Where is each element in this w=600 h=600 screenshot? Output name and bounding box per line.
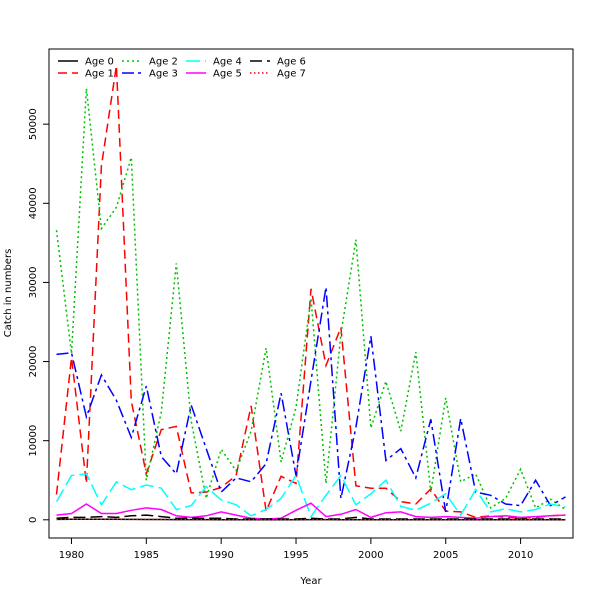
x-tick-label: 2005 xyxy=(433,550,458,561)
x-tick-label: 1995 xyxy=(283,550,308,561)
y-tick-label: 50000 xyxy=(28,108,39,140)
y-tick-label: 0 xyxy=(28,517,39,523)
y-tick-label: 30000 xyxy=(28,266,39,298)
legend-label: Age 1 xyxy=(85,69,114,80)
legend-label: Age 0 xyxy=(85,57,114,68)
y-tick-label: 10000 xyxy=(28,425,39,457)
line-chart: 1980 1985 1990 1995 2000 2005 2010 0 10000 20000… xyxy=(0,0,600,600)
x-tick-label: 1985 xyxy=(134,550,159,561)
x-tick-label: 2000 xyxy=(358,550,383,561)
x-axis-label: Year xyxy=(299,576,322,587)
legend-label: Age 6 xyxy=(277,57,306,68)
legend-label: Age 2 xyxy=(149,57,178,68)
y-tick-label: 40000 xyxy=(28,187,39,219)
legend-label: Age 5 xyxy=(213,69,242,80)
legend-label: Age 4 xyxy=(213,57,242,68)
y-axis-label: Catch in numbers xyxy=(3,249,14,338)
x-tick-label: 2010 xyxy=(508,550,533,561)
legend-label: Age 3 xyxy=(149,69,178,80)
x-tick-label: 1980 xyxy=(59,550,84,561)
y-tick-label: 20000 xyxy=(28,346,39,378)
x-tick-label: 1990 xyxy=(208,550,233,561)
legend-label: Age 7 xyxy=(277,69,306,80)
